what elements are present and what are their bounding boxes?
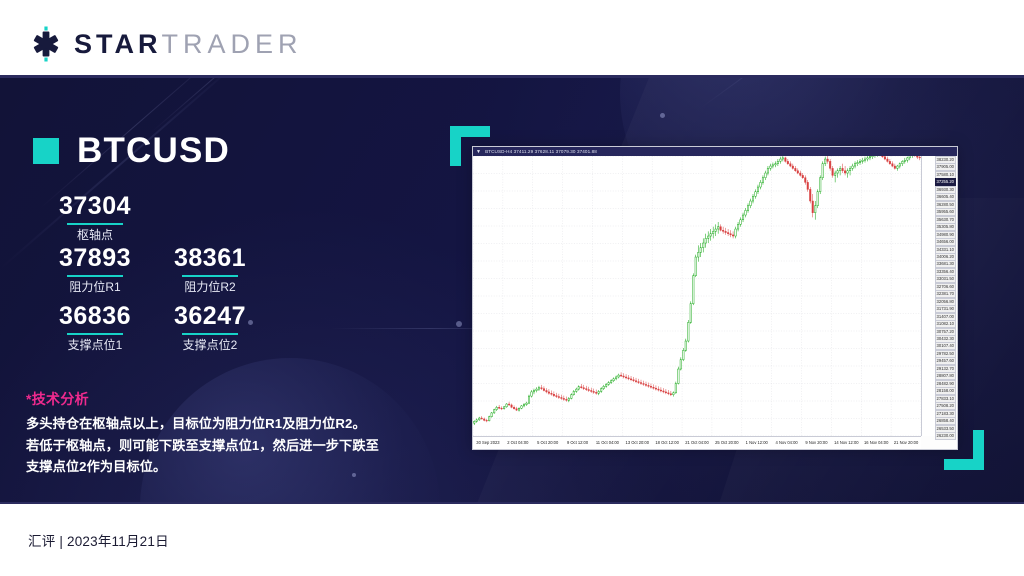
brand-logo: STARTRADER	[26, 24, 303, 64]
instrument-symbol: BTCUSD	[77, 131, 231, 170]
chart-time-axis: 30 Sep 2023 2 Oct 04:00 5 Oct 20:00 9 Oct 1…	[473, 436, 921, 449]
brand-name-bold: STAR	[74, 28, 162, 59]
brand-name: STARTRADER	[74, 28, 303, 59]
level-pivot: 37304 枢轴点	[30, 192, 160, 242]
candlestick-svg	[473, 156, 921, 436]
asterisk-star-icon	[26, 24, 66, 64]
time-axis-label: 1 Nov 12:00	[745, 440, 768, 445]
time-axis-label: 2 Oct 04:00	[507, 440, 529, 445]
time-axis-label: 21 Oct 04:00	[685, 440, 709, 445]
corner-bracket-bottom-right	[944, 430, 984, 470]
technical-analysis-body: 多头持仓在枢轴点以上，目标位为阻力位R1及阻力位R2。 若低于枢轴点，则可能下跌…	[26, 413, 396, 477]
bg-streak-3	[149, 78, 287, 134]
level-underline	[182, 274, 238, 277]
level-underline	[67, 332, 123, 335]
bg-dot-2	[456, 321, 462, 327]
level-resistance2-value: 38361	[173, 244, 247, 272]
time-axis-label: 14 Nov 12:00	[834, 440, 859, 445]
level-support1: 36836 支撑点位1	[30, 302, 160, 352]
time-axis-label: 25 Oct 20:00	[715, 440, 739, 445]
level-pivot-value: 37304	[58, 192, 132, 220]
header: STARTRADER	[0, 0, 1024, 78]
analysis-line-3: 支撑点位2作为目标位。	[26, 458, 167, 474]
bg-streak-4	[330, 328, 530, 329]
time-axis-label: 9 Nov 20:00	[805, 440, 828, 445]
time-axis-label: 21 Nov 20:00	[893, 440, 919, 445]
level-resistance2: 38361 阻力位R2	[145, 244, 275, 294]
time-axis-label: 16 Nov 04:00	[864, 440, 889, 445]
time-axis-label: 18 Oct 12:00	[655, 440, 679, 445]
level-pivot-label: 枢轴点	[76, 227, 113, 242]
instrument-title: BTCUSD	[33, 133, 230, 168]
level-underline	[182, 332, 238, 335]
analysis-line-1: 多头持仓在枢轴点以上，目标位为阻力位R1及阻力位R2。	[26, 416, 366, 432]
chart-window[interactable]: ▼ BTCUSD-H4 37411.29 37628.11 37079.30 3…	[472, 146, 958, 450]
brand-name-light: TRADER	[161, 28, 303, 59]
time-axis-label: 11 Oct 04:00	[595, 440, 619, 445]
time-axis-label: 5 Oct 20:00	[537, 440, 559, 445]
technical-analysis: *技术分析 多头持仓在枢轴点以上，目标位为阻力位R1及阻力位R2。 若低于枢轴点…	[26, 390, 396, 477]
square-marker-icon	[33, 137, 59, 164]
chart-plot-area[interactable]	[473, 156, 921, 436]
chart-titlebar: ▼ BTCUSD-H4 37411.29 37628.11 37079.30 3…	[473, 147, 957, 156]
level-underline	[67, 222, 123, 225]
level-resistance1-label: 阻力位R1	[69, 279, 121, 294]
triangle-down-icon[interactable]: ▼	[476, 148, 482, 155]
corner-bracket-top-left	[450, 126, 490, 166]
chart-price-axis: 38230.20 37905.00 37580.10 37255.20 36930.30…	[921, 156, 957, 440]
footer: 汇评 | 2023年11月21日	[0, 502, 1024, 576]
level-support1-value: 36836	[58, 302, 132, 330]
chart-titlebar-text: BTCUSD-H4 37411.29 37628.11 37079.30 374…	[485, 149, 597, 154]
level-resistance2-label: 阻力位R2	[184, 279, 236, 294]
level-support2: 36247 支撑点位2	[145, 302, 275, 352]
bg-dot-5	[352, 473, 356, 477]
level-support1-label: 支撑点位1	[67, 337, 123, 352]
bg-dot-3	[660, 113, 665, 118]
time-axis-label: 13 Oct 20:00	[625, 440, 649, 445]
header-divider	[0, 75, 1024, 78]
level-underline	[67, 274, 123, 277]
level-resistance1-value: 37893	[58, 244, 132, 272]
price-axis-label: 26230.00	[934, 432, 956, 440]
level-resistance1: 37893 阻力位R1	[30, 244, 160, 294]
footer-divider	[0, 502, 1024, 504]
time-axis-label: 4 Nov 04:00	[775, 440, 798, 445]
time-axis-label: 30 Sep 2023	[476, 440, 500, 445]
analysis-line-2: 若低于枢轴点，则可能下跌至支撑点位1，然后进一步下跌至	[26, 437, 379, 453]
bg-dot-1	[248, 320, 253, 325]
technical-analysis-heading: *技术分析	[26, 391, 89, 407]
level-support2-value: 36247	[173, 302, 247, 330]
time-axis-label: 9 Oct 12:00	[566, 440, 589, 445]
level-support2-label: 支撑点位2	[182, 337, 238, 352]
footer-text: 汇评 | 2023年11月21日	[28, 534, 169, 549]
